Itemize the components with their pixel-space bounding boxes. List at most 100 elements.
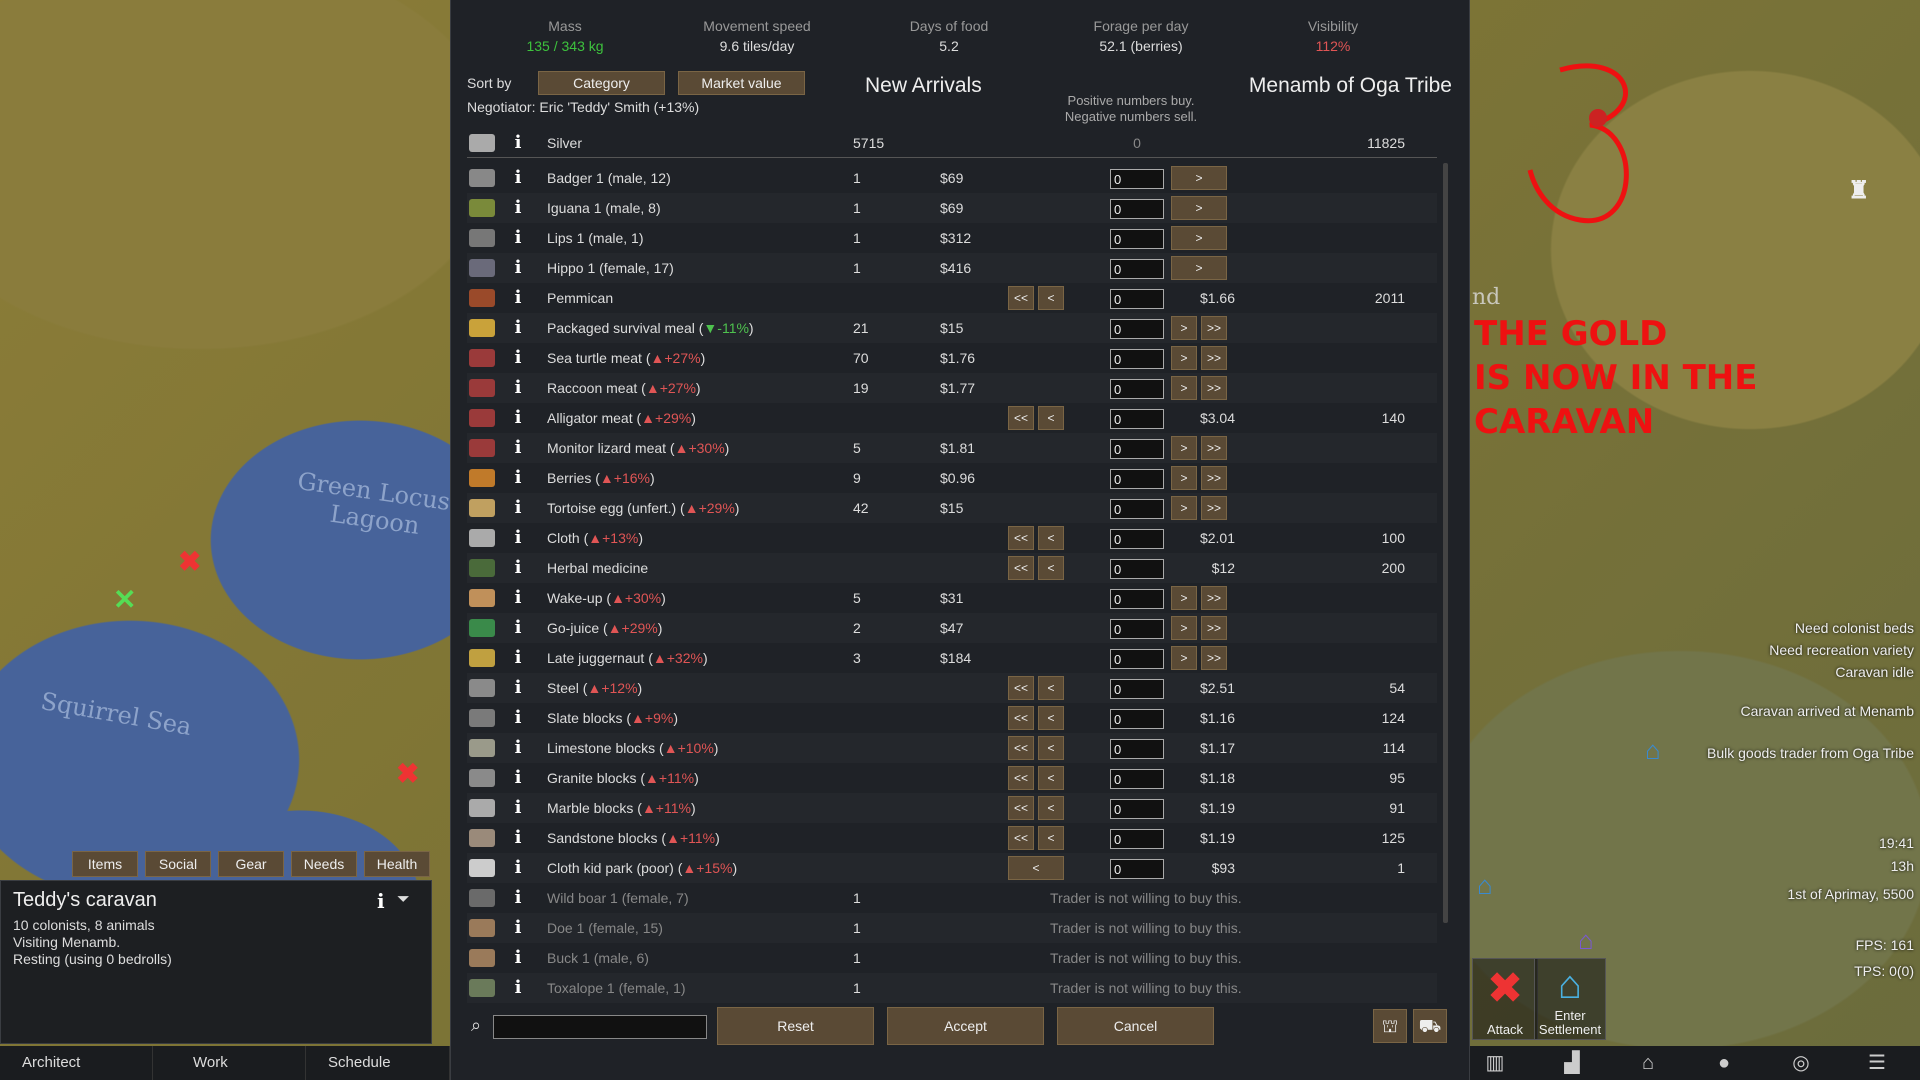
caravan-icon[interactable]: ✕ — [113, 584, 137, 615]
buy-one-button[interactable]: < — [1008, 856, 1064, 880]
info-icon[interactable]: i — [514, 167, 522, 188]
trade-amount-input[interactable] — [1110, 229, 1164, 249]
info-icon[interactable]: i — [514, 467, 522, 488]
tab-architect[interactable]: Architect — [0, 1046, 153, 1080]
search-input[interactable] — [493, 1015, 707, 1039]
buy-one-button[interactable]: < — [1038, 286, 1064, 310]
settlement-icon[interactable]: ⌂ — [1477, 870, 1493, 900]
info-icon[interactable]: i — [514, 677, 522, 698]
buy-all-button[interactable]: << — [1008, 526, 1034, 550]
trade-amount-input[interactable] — [1110, 169, 1164, 189]
trade-amount-input[interactable] — [1110, 499, 1164, 519]
sell-all-button[interactable]: >> — [1201, 586, 1227, 610]
trade-amount-input[interactable] — [1110, 679, 1164, 699]
buy-all-button[interactable]: << — [1008, 796, 1034, 820]
settlement-icon[interactable]: ⌂ — [1645, 735, 1661, 765]
accept-button[interactable]: Accept — [887, 1007, 1044, 1045]
tab-schedule[interactable]: Schedule — [306, 1046, 450, 1080]
trade-mode-button[interactable]: ⛟ — [1413, 1009, 1447, 1043]
sell-one-button[interactable]: > — [1171, 466, 1197, 490]
trade-amount-input[interactable] — [1110, 859, 1164, 879]
hostile-settlement-icon[interactable]: ✖ — [178, 546, 202, 577]
buy-all-button[interactable]: << — [1008, 556, 1034, 580]
sell-one-button[interactable]: > — [1171, 346, 1197, 370]
world-globe-icon[interactable]: ◎ — [1792, 1052, 1810, 1074]
info-icon[interactable]: i — [514, 287, 522, 308]
trade-amount-input[interactable] — [1110, 739, 1164, 759]
sell-one-button[interactable]: > — [1171, 256, 1227, 280]
trade-amount-input[interactable] — [1110, 769, 1164, 789]
sell-one-button[interactable]: > — [1171, 436, 1197, 460]
info-icon[interactable]: i — [514, 347, 522, 368]
collapse-chevron-icon[interactable]: ⏷ — [397, 891, 410, 908]
tab-work[interactable]: Work — [153, 1046, 306, 1080]
info-icon[interactable]: i — [514, 317, 522, 338]
book-icon[interactable]: ▥ — [1485, 1052, 1505, 1074]
trade-amount-input[interactable] — [1110, 619, 1164, 639]
history-chart-icon[interactable]: ▟ — [1564, 1052, 1580, 1074]
buy-one-button[interactable]: < — [1038, 406, 1064, 430]
info-icon[interactable]: i — [514, 227, 522, 248]
info-icon[interactable]: i — [377, 889, 385, 913]
info-icon[interactable]: i — [514, 647, 522, 668]
info-icon[interactable]: i — [514, 887, 522, 908]
trade-amount-input[interactable] — [1110, 439, 1164, 459]
buy-all-button[interactable]: << — [1008, 736, 1034, 760]
info-icon[interactable]: i — [514, 827, 522, 848]
buy-one-button[interactable]: < — [1038, 736, 1064, 760]
sell-all-button[interactable]: >> — [1201, 436, 1227, 460]
sell-one-button[interactable]: > — [1171, 646, 1197, 670]
buy-all-button[interactable]: << — [1008, 766, 1034, 790]
buy-all-button[interactable]: << — [1008, 676, 1034, 700]
research-lightbulb-icon[interactable]: ● — [1717, 1052, 1731, 1074]
buy-one-button[interactable]: < — [1038, 676, 1064, 700]
info-icon[interactable]: i — [514, 737, 522, 758]
info-icon[interactable]: i — [514, 917, 522, 938]
sell-one-button[interactable]: > — [1171, 316, 1197, 340]
info-icon[interactable]: i — [514, 197, 522, 218]
monument-icon[interactable]: ♜ — [1848, 177, 1870, 204]
buy-all-button[interactable]: << — [1008, 286, 1034, 310]
sell-all-button[interactable]: >> — [1201, 316, 1227, 340]
sell-all-button[interactable]: >> — [1201, 646, 1227, 670]
trade-amount-input[interactable] — [1110, 379, 1164, 399]
sell-one-button[interactable]: > — [1171, 586, 1197, 610]
gift-mode-button[interactable]: ⛫ — [1373, 1009, 1407, 1043]
trade-amount-input[interactable] — [1110, 649, 1164, 669]
sell-all-button[interactable]: >> — [1201, 346, 1227, 370]
info-icon[interactable]: i — [514, 497, 522, 518]
info-icon[interactable]: i — [514, 797, 522, 818]
buy-one-button[interactable]: < — [1038, 766, 1064, 790]
alert-beds[interactable]: Need colonist beds — [1794, 620, 1914, 636]
info-icon[interactable]: i — [514, 437, 522, 458]
tab-health[interactable]: Health — [364, 851, 430, 877]
menu-list-icon[interactable]: ☰ — [1868, 1052, 1886, 1074]
alert-bulk-trader[interactable]: Bulk goods trader from Oga Tribe — [1707, 745, 1914, 761]
buy-all-button[interactable]: << — [1008, 706, 1034, 730]
info-icon[interactable]: i — [514, 857, 522, 878]
trade-amount-input[interactable] — [1110, 559, 1164, 579]
trade-amount-input[interactable] — [1110, 409, 1164, 429]
sell-one-button[interactable]: > — [1171, 496, 1197, 520]
sell-one-button[interactable]: > — [1171, 376, 1197, 400]
trade-amount-input[interactable] — [1110, 349, 1164, 369]
trade-amount-input[interactable] — [1110, 589, 1164, 609]
enter-settlement-button[interactable]: ⌂ Enter Settlement — [1534, 958, 1606, 1040]
sell-one-button[interactable]: > — [1171, 196, 1227, 220]
info-icon[interactable]: i — [514, 707, 522, 728]
trade-amount-input[interactable] — [1110, 529, 1164, 549]
buy-all-button[interactable]: << — [1008, 406, 1034, 430]
factions-icon[interactable]: ⌂ — [1641, 1052, 1655, 1074]
reset-button[interactable]: Reset — [717, 1007, 874, 1045]
info-icon[interactable]: i — [514, 767, 522, 788]
hostile-settlement-icon[interactable]: ✖ — [396, 758, 420, 789]
tab-items[interactable]: Items — [72, 851, 138, 877]
alert-recreation[interactable]: Need recreation variety — [1769, 642, 1914, 658]
trade-amount-input[interactable] — [1110, 469, 1164, 489]
trade-amount-input[interactable] — [1110, 199, 1164, 219]
sell-all-button[interactable]: >> — [1201, 616, 1227, 640]
info-icon[interactable]: i — [514, 527, 522, 548]
info-icon[interactable]: i — [514, 617, 522, 638]
trade-amount-input[interactable] — [1110, 289, 1164, 309]
info-icon[interactable]: i — [514, 407, 522, 428]
